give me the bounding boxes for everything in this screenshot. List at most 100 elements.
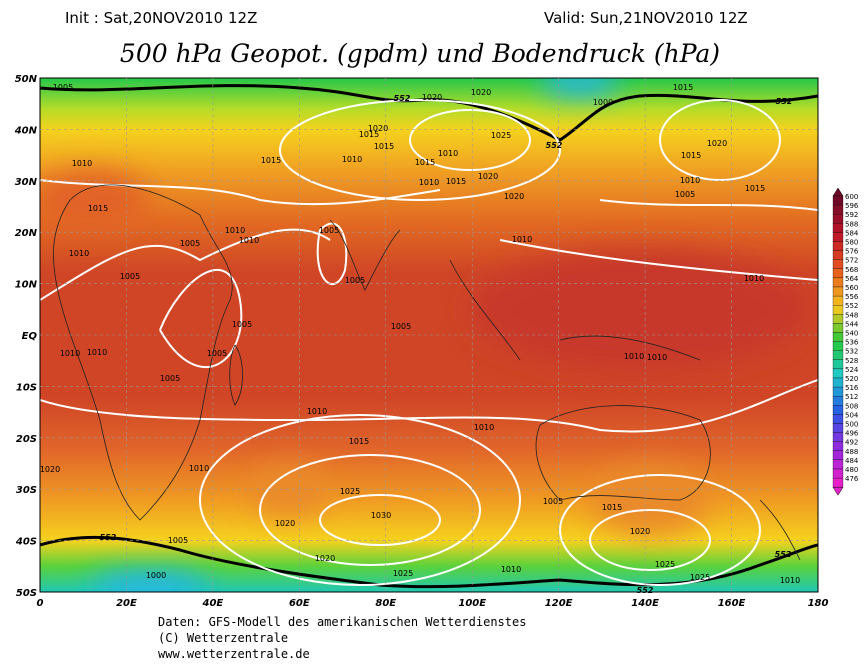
colorbar-label: 500 <box>845 421 858 429</box>
colorbar-label: 584 <box>845 229 859 237</box>
colorbar-label: 484 <box>845 457 859 465</box>
isobar-label: 1005 <box>207 349 227 358</box>
footer-line: (C) Wetterzentrale <box>158 631 288 645</box>
colorbar-label: 532 <box>845 348 858 356</box>
isobar-label: 1010 <box>624 352 644 361</box>
colorbar-label: 516 <box>845 384 859 392</box>
lon-label: 120E <box>545 598 573 609</box>
isobar-label: 1020 <box>315 554 335 563</box>
colorbar-swatch <box>832 405 844 415</box>
colorbar-swatch <box>832 223 844 233</box>
isobar-label: 1010 <box>680 176 700 185</box>
isobar-label: 1010 <box>744 274 764 283</box>
isobar-label: 1015 <box>602 503 622 512</box>
colorbar-label: 488 <box>845 448 858 456</box>
colorbar-swatch <box>832 441 844 451</box>
isobar-label: 1005 <box>543 497 563 506</box>
map-title: 500 hPa Geopot. (gpdm) und Bodendruck (h… <box>120 39 720 68</box>
isobars <box>40 99 818 586</box>
isobar-label: 1025 <box>340 487 360 496</box>
valid-time: Valid: Sun,21NOV2010 12Z <box>544 9 748 27</box>
isobar-label: 1015 <box>446 177 466 186</box>
isobar-label: 1010 <box>60 349 80 358</box>
colorbar-label: 528 <box>845 357 858 365</box>
isobar-label: 1030 <box>371 511 391 520</box>
colorbar-swatch <box>832 314 844 324</box>
colorbar-label: 596 <box>845 202 859 210</box>
colorbar-swatch <box>832 259 844 269</box>
colorbar-label: 588 <box>845 220 858 228</box>
isobar-label: 1010 <box>419 178 439 187</box>
isobar-label: 1010 <box>342 155 362 164</box>
contour-label: 552 <box>776 97 793 106</box>
isobar-label: 1005 <box>120 272 140 281</box>
colorbar-swatch <box>832 386 844 397</box>
colorbar-label: 496 <box>845 430 859 438</box>
colorbar-label: 536 <box>845 339 859 347</box>
colorbar-label: 508 <box>845 402 858 410</box>
colorbar-label: 540 <box>845 330 858 338</box>
lat-label: EQ <box>22 331 38 342</box>
isobar-label: 1010 <box>307 407 327 416</box>
isobar-label: 1020 <box>630 527 650 536</box>
colorbar-label: 476 <box>845 475 859 483</box>
colorbar-swatch <box>832 323 844 333</box>
isobar-label: 1020 <box>707 139 727 148</box>
lon-label: 80E <box>375 598 396 609</box>
colorbar-swatch <box>832 368 844 379</box>
lat-label: 30S <box>16 485 37 496</box>
colorbar-swatch <box>832 232 844 242</box>
isobar-label: 1015 <box>745 184 765 193</box>
isobar-label: 1015 <box>374 142 394 151</box>
isobar-label: 1010 <box>501 565 521 574</box>
lat-label: 20S <box>16 434 37 445</box>
colorbar-swatch <box>832 286 844 297</box>
isobar-label: 1005 <box>319 226 339 235</box>
isobar-label: 1005 <box>180 239 200 248</box>
isobar-label: 1015 <box>349 437 369 446</box>
colorbar-label: 504 <box>845 411 859 419</box>
isobar-label: 1010 <box>474 423 494 432</box>
lat-label: 30N <box>15 177 38 188</box>
isobar-label: 1020 <box>504 192 524 201</box>
isobar-labels: 1005 1020 1020 1000 1015 1020 1015 1025 1015 1010… <box>40 83 800 595</box>
colorbar-arrow <box>832 486 844 496</box>
isobar-label: 1010 <box>647 353 667 362</box>
lat-label: 50N <box>15 74 38 85</box>
isobar-label: 1005 <box>160 374 180 383</box>
lon-label: 160E <box>718 598 746 609</box>
colorbar-label: 520 <box>845 375 858 383</box>
isobar-label: 1020 <box>422 93 442 102</box>
colorbar-swatch <box>832 468 844 479</box>
isobar-label: 1020 <box>471 88 491 97</box>
colorbar-swatch <box>832 277 844 288</box>
isobar-label: 1005 <box>345 276 365 285</box>
colorbar-label: 480 <box>845 466 858 474</box>
lon-label: 40E <box>202 598 224 609</box>
lon-label: 180 <box>808 598 829 609</box>
isobar-label: 1015 <box>88 204 108 213</box>
isobar-label: 1015 <box>359 130 379 139</box>
isobar-label: 1000 <box>146 571 166 580</box>
colorbar-swatch <box>832 423 844 433</box>
isobar-label: 1025 <box>655 560 675 569</box>
lat-label: 40S <box>15 537 37 548</box>
colorbar-swatch <box>832 195 844 206</box>
colorbar-label: 564 <box>845 275 859 283</box>
lon-label: 60E <box>289 598 310 609</box>
isobar-label: 1025 <box>491 131 511 140</box>
lon-label: 100E <box>458 598 486 609</box>
colorbar-swatch <box>832 305 844 315</box>
lat-label: 40N <box>14 125 38 136</box>
isobar-label: 1015 <box>261 156 281 165</box>
lat-label: 20N <box>15 228 38 239</box>
colorbar-swatch <box>832 341 844 351</box>
isobar-label: 1010 <box>225 226 245 235</box>
contour-label: 552 <box>637 586 654 595</box>
colorbar-swatch <box>832 268 844 279</box>
isobar-label: 1020 <box>275 519 295 528</box>
coastlines <box>53 184 801 561</box>
colorbar-swatch <box>832 214 844 224</box>
